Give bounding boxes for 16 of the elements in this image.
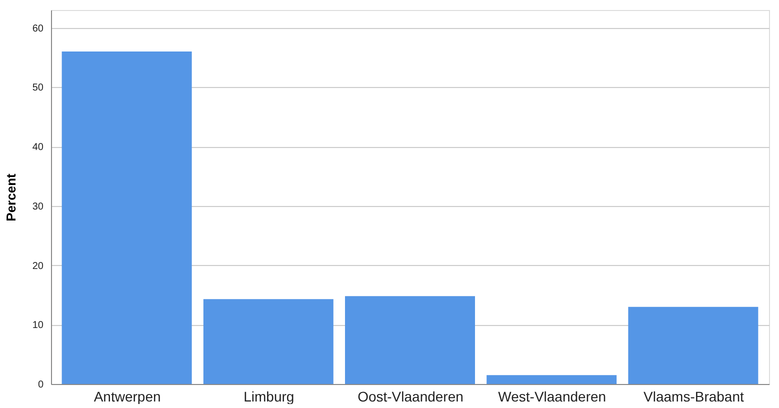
x-tick-label: West-Vlaanderen (498, 388, 606, 404)
y-tick-label: 10 (32, 320, 44, 332)
bar (62, 52, 192, 384)
y-tick-label: 40 (32, 142, 44, 154)
y-tick-label: 50 (32, 82, 44, 94)
y-tick-label: 30 (32, 201, 44, 212)
x-tick-label: Vlaams-Brabant (644, 388, 744, 404)
bar (345, 296, 475, 384)
x-tick-label: Oost-Vlaanderen (358, 388, 464, 404)
y-tick-label: 0 (38, 380, 44, 390)
bar (203, 299, 334, 384)
bar (628, 306, 758, 384)
bar (486, 375, 617, 384)
y-axis-title: Percent (3, 172, 18, 222)
y-tick-label: 20 (32, 260, 44, 272)
y-tick-label: 60 (32, 23, 44, 34)
